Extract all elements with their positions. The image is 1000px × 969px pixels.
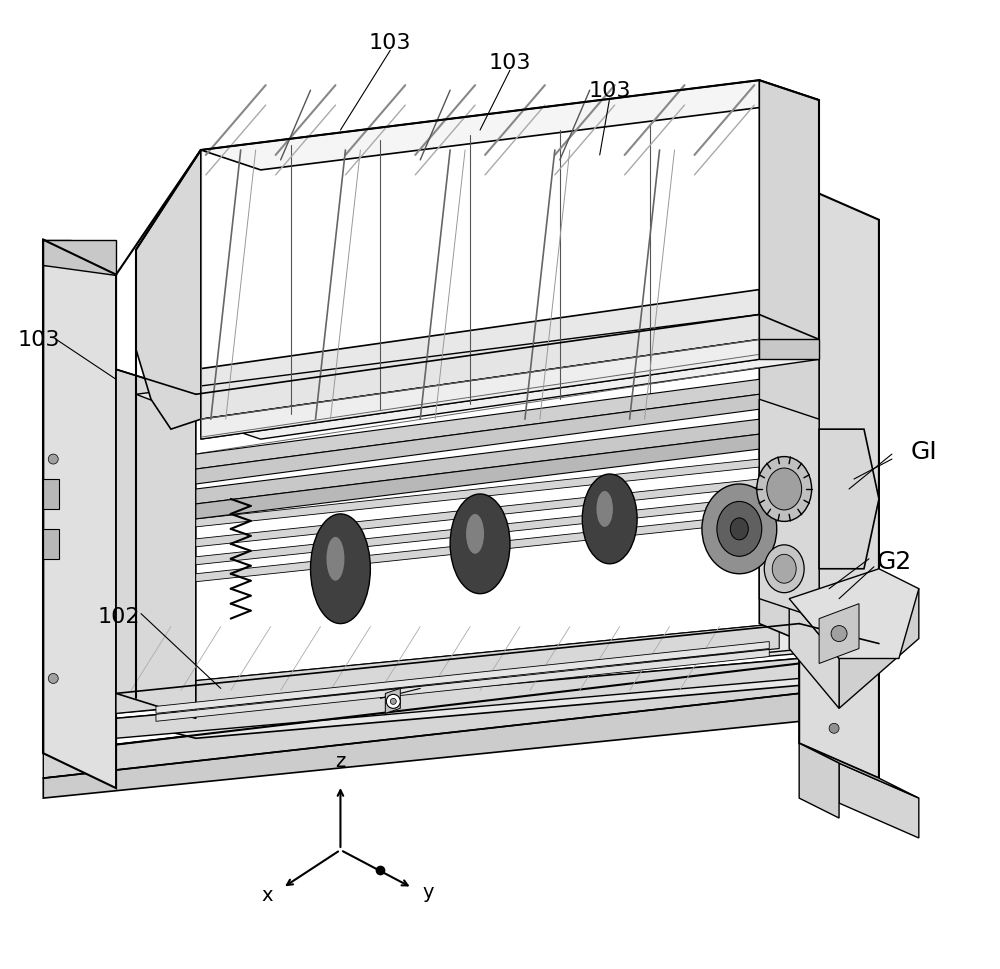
Ellipse shape (466, 515, 484, 554)
Ellipse shape (757, 457, 812, 522)
Polygon shape (201, 340, 819, 440)
Polygon shape (196, 497, 759, 565)
Ellipse shape (311, 515, 370, 624)
Circle shape (386, 695, 400, 708)
Polygon shape (43, 664, 879, 778)
Polygon shape (201, 340, 759, 440)
Text: 103: 103 (588, 81, 631, 101)
Polygon shape (819, 604, 859, 664)
Circle shape (48, 673, 58, 684)
Polygon shape (116, 624, 779, 713)
Text: 103: 103 (489, 53, 531, 73)
Circle shape (831, 626, 847, 641)
Polygon shape (43, 529, 59, 559)
Text: G2: G2 (877, 549, 912, 574)
Polygon shape (116, 624, 859, 708)
Polygon shape (43, 480, 59, 510)
Ellipse shape (702, 484, 777, 575)
Polygon shape (196, 459, 759, 527)
Ellipse shape (730, 518, 748, 541)
Text: 102: 102 (98, 606, 140, 626)
Polygon shape (116, 639, 799, 713)
Polygon shape (43, 240, 116, 789)
Text: 103: 103 (369, 33, 412, 53)
Ellipse shape (582, 475, 637, 564)
Text: GI: GI (911, 440, 938, 463)
Polygon shape (201, 340, 759, 440)
Polygon shape (799, 743, 839, 818)
Polygon shape (196, 394, 759, 484)
Polygon shape (196, 380, 759, 470)
Polygon shape (156, 641, 769, 713)
Polygon shape (799, 743, 919, 798)
Circle shape (390, 699, 396, 704)
Circle shape (48, 454, 58, 464)
Polygon shape (116, 659, 799, 738)
Polygon shape (385, 689, 400, 713)
Polygon shape (43, 694, 879, 798)
Polygon shape (759, 340, 819, 360)
Ellipse shape (326, 537, 344, 581)
Polygon shape (43, 240, 71, 266)
Polygon shape (839, 589, 919, 708)
Polygon shape (819, 429, 879, 569)
Polygon shape (43, 240, 116, 275)
Circle shape (829, 724, 839, 734)
Polygon shape (196, 515, 759, 582)
Ellipse shape (717, 502, 762, 557)
Polygon shape (839, 764, 919, 838)
Ellipse shape (767, 469, 802, 511)
Ellipse shape (772, 554, 796, 583)
Ellipse shape (764, 546, 804, 593)
Polygon shape (196, 420, 759, 505)
Ellipse shape (450, 494, 510, 594)
Text: x: x (261, 886, 273, 904)
Polygon shape (789, 599, 839, 708)
Polygon shape (759, 81, 819, 350)
Polygon shape (156, 650, 769, 722)
Polygon shape (759, 291, 819, 649)
Text: z: z (335, 751, 346, 770)
Polygon shape (136, 315, 819, 420)
Polygon shape (116, 370, 196, 719)
Polygon shape (196, 435, 759, 519)
Ellipse shape (596, 491, 613, 527)
Polygon shape (799, 186, 879, 778)
Text: 103: 103 (18, 330, 61, 350)
Polygon shape (136, 151, 201, 429)
Text: y: y (422, 883, 434, 901)
Polygon shape (759, 400, 819, 619)
Polygon shape (136, 291, 819, 394)
Polygon shape (201, 81, 819, 171)
Polygon shape (789, 569, 919, 659)
Polygon shape (116, 659, 879, 738)
Polygon shape (43, 664, 879, 754)
Polygon shape (196, 480, 759, 547)
